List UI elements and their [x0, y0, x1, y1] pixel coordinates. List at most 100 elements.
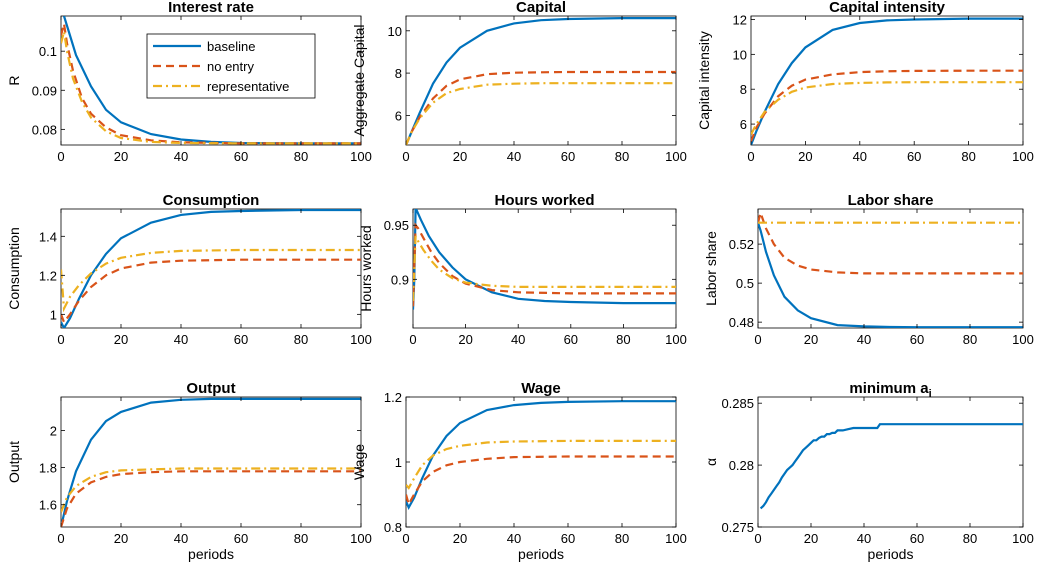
y-tick-label: 8 [740, 82, 747, 97]
axes-box [405, 396, 677, 528]
series-line-representative [61, 467, 361, 513]
x-tick-label: 0 [57, 531, 64, 546]
x-tick-label: 80 [616, 332, 630, 347]
x-tick-label: 40 [507, 149, 521, 164]
x-tick-label: 100 [665, 332, 687, 347]
x-tick-label: 0 [747, 149, 754, 164]
x-tick-label: 20 [114, 531, 128, 546]
x-tick-label: 40 [174, 531, 188, 546]
series-line-no-entry [758, 209, 1023, 275]
series-line-no-entry [413, 222, 676, 307]
y-tick-label: 0.52 [729, 237, 754, 252]
series-line-representative [61, 248, 361, 313]
y-axis-label: α [703, 458, 719, 466]
x-tick-label: 20 [114, 332, 128, 347]
subplot-4: 0 20 40 60 80 100 1 1.2 1.4 Consumption Consumptio… [6, 192, 372, 347]
x-tick-label: 20 [804, 332, 818, 347]
y-tick-label: 1.2 [384, 390, 402, 405]
axes-box [757, 208, 1024, 329]
x-tick-label: 60 [561, 149, 575, 164]
series-line-representative [406, 439, 676, 490]
y-tick-label: 6 [740, 117, 747, 132]
y-tick-label: 0.08 [32, 122, 57, 137]
legend-label: representative [207, 79, 289, 94]
x-tick-label: 60 [907, 149, 921, 164]
x-axis-label: periods [188, 546, 234, 562]
x-axis-label: periods [868, 546, 914, 562]
y-tick-label: 10 [388, 24, 402, 39]
y-axis-label: Hours worked [358, 225, 374, 311]
x-tick-label: 80 [294, 531, 308, 546]
y-tick-label: 0.8 [384, 520, 402, 535]
y-tick-label: 0.5 [736, 276, 754, 291]
x-tick-label: 60 [234, 332, 248, 347]
y-tick-label: 1.2 [39, 268, 57, 283]
y-tick-label: 0.48 [729, 315, 754, 330]
subplot-title-subscript: i [929, 388, 932, 400]
series-line-baseline [406, 400, 676, 511]
subplot-5: 0 20 40 60 80 100 0.9 0.95 Hours worked Hours wor… [358, 192, 687, 347]
x-tick-label: 60 [910, 531, 924, 546]
x-tick-label: 60 [561, 531, 575, 546]
series-line-baseline [413, 209, 676, 310]
series-line-baseline [61, 397, 361, 527]
y-tick-label: 12 [733, 12, 747, 27]
subplot-6: 0 20 40 60 80 100 0.48 0.5 0.52 Labor share Labor … [703, 192, 1034, 347]
subplot-title: Consumption [163, 192, 260, 209]
legend-label: baseline [207, 39, 255, 54]
series-line-baseline [759, 423, 1023, 510]
series-line-no-entry [61, 258, 361, 325]
x-tick-label: 60 [234, 531, 248, 546]
x-tick-label: 40 [857, 531, 871, 546]
y-tick-label: 0.285 [721, 396, 754, 411]
x-tick-label: 80 [294, 332, 308, 347]
y-tick-label: 10 [733, 47, 747, 62]
x-tick-label: 0 [57, 149, 64, 164]
series-line-representative [751, 81, 1023, 136]
subplot-3: 0 20 40 60 80 100 6 8 10 12 Capital intensity Capit… [696, 0, 1034, 164]
x-tick-label: 100 [1012, 332, 1034, 347]
x-tick-label: 0 [57, 332, 64, 347]
x-tick-label: 20 [114, 149, 128, 164]
x-tick-label: 0 [402, 531, 409, 546]
x-tick-label: 100 [350, 149, 372, 164]
x-tick-label: 20 [453, 531, 467, 546]
x-tick-label: 80 [294, 149, 308, 164]
y-tick-label: 8 [395, 66, 402, 81]
x-tick-label: 40 [857, 332, 871, 347]
axes-box [405, 15, 677, 146]
y-tick-label: 0.9 [391, 272, 409, 287]
legend: baseline no entry representative [146, 33, 316, 99]
y-axis-label: Output [6, 441, 22, 483]
x-tick-label: 80 [963, 332, 977, 347]
series-line-no-entry [751, 69, 1023, 142]
x-tick-label: 0 [754, 531, 761, 546]
x-tick-label: 100 [665, 531, 687, 546]
y-tick-label: 1 [395, 455, 402, 470]
y-tick-label: 1 [50, 307, 57, 322]
legend-label: no entry [207, 59, 254, 74]
x-tick-label: 20 [804, 531, 818, 546]
y-tick-label: 1.6 [39, 498, 57, 513]
y-tick-label: 0.1 [39, 44, 57, 59]
axes-box [757, 396, 1024, 528]
x-tick-label: 80 [615, 531, 629, 546]
series-line-representative [413, 235, 676, 302]
y-axis-label: Labor share [703, 231, 719, 306]
y-tick-label: 6 [395, 108, 402, 123]
subplot-1: 0 20 40 60 80 100 0.08 0.09 0.1 Interest rate Rbas… [6, 0, 372, 164]
x-tick-label: 20 [458, 332, 472, 347]
subplot-title: Output [186, 380, 235, 397]
axes-box [60, 208, 362, 329]
x-tick-label: 40 [507, 531, 521, 546]
y-tick-label: 0.09 [32, 83, 57, 98]
x-tick-label: 100 [1012, 149, 1034, 164]
axes-box [412, 208, 677, 329]
x-tick-label: 80 [961, 149, 975, 164]
subplot-8: 0 20 40 60 80 100 0.8 1 1.2 Wage Wage periods [351, 380, 687, 562]
y-axis-label: R [6, 75, 22, 85]
subplot-title: Hours worked [494, 192, 594, 209]
x-tick-label: 100 [665, 149, 687, 164]
y-tick-label: 0.95 [384, 218, 409, 233]
y-axis-label: Wage [351, 444, 367, 480]
